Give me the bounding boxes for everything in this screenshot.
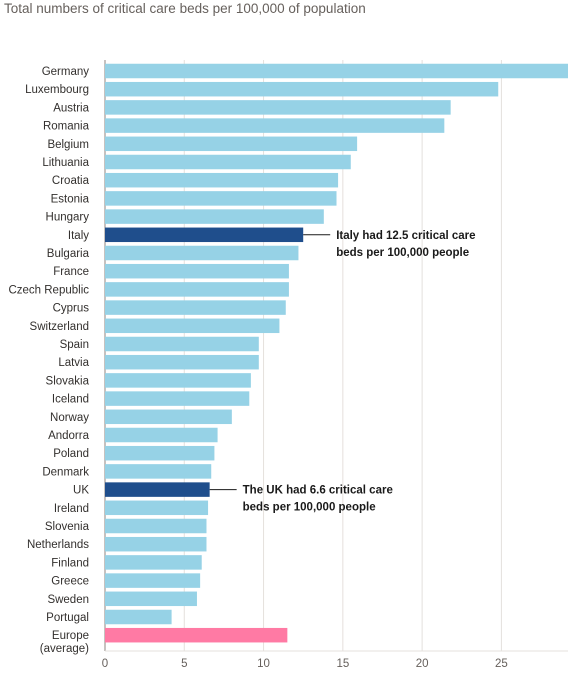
bar-portugal: [105, 609, 172, 625]
category-label-netherlands: Netherlands: [27, 539, 89, 551]
category-label-iceland: Iceland: [52, 394, 89, 406]
bar-netherlands: [105, 536, 207, 552]
category-label-finland: Finland: [51, 557, 89, 569]
x-tick-label-20: 20: [416, 658, 429, 670]
bar-luxembourg: [105, 81, 499, 97]
bar-france: [105, 263, 289, 279]
bar-spain: [105, 336, 259, 352]
bar-uk: [105, 482, 210, 497]
bar-denmark: [105, 464, 212, 479]
chart-title: Total numbers of critical care beds per …: [4, 1, 366, 16]
bar-romania: [105, 118, 445, 133]
category-label-uk: UK: [73, 485, 89, 497]
bar-norway: [105, 409, 232, 425]
category-label-ireland: Ireland: [54, 503, 89, 515]
category-label-germany: Germany: [42, 66, 90, 78]
category-label-slovakia: Slovakia: [46, 375, 90, 387]
bar-ireland: [105, 500, 209, 516]
category-label-europe-average: Europe (average): [40, 630, 89, 655]
category-label-slovenia: Slovenia: [45, 521, 90, 533]
bar-finland: [105, 555, 202, 570]
bar-iceland: [105, 391, 250, 406]
category-label-norway: Norway: [50, 412, 89, 424]
category-label-greece: Greece: [51, 576, 89, 588]
category-label-sweden: Sweden: [47, 594, 89, 606]
category-label-denmark: Denmark: [42, 466, 89, 478]
bar-cyprus: [105, 300, 286, 315]
bar-austria: [105, 100, 451, 115]
bar-lithuania: [105, 154, 351, 170]
category-label-romania: Romania: [43, 121, 90, 133]
category-label-switzerland: Switzerland: [30, 321, 89, 333]
category-label-austria: Austria: [53, 102, 89, 114]
bar-germany: [105, 63, 568, 79]
bar-estonia: [105, 191, 337, 206]
x-tick-label-25: 25: [495, 658, 508, 670]
bar-slovenia: [105, 518, 207, 534]
category-label-hungary: Hungary: [46, 212, 90, 224]
bar-poland: [105, 445, 215, 461]
bar-hungary: [105, 209, 324, 224]
bar-slovakia: [105, 373, 251, 388]
category-label-bulgaria: Bulgaria: [47, 248, 90, 260]
bar-czech-republic: [105, 282, 289, 297]
bar-italy: [105, 227, 304, 243]
bar-europe-average: [105, 627, 288, 643]
x-tick-label-10: 10: [257, 658, 270, 670]
category-label-italy: Italy: [68, 230, 89, 242]
category-label-latvia: Latvia: [58, 357, 89, 369]
category-label-france: France: [53, 266, 89, 278]
bar-greece: [105, 573, 201, 588]
category-label-andorra: Andorra: [48, 430, 90, 442]
x-tick-label-15: 15: [336, 658, 349, 670]
category-label-estonia: Estonia: [51, 193, 90, 205]
category-label-luxembourg: Luxembourg: [25, 84, 89, 96]
category-label-poland: Poland: [53, 448, 89, 460]
category-label-lithuania: Lithuania: [42, 157, 89, 169]
bar-andorra: [105, 427, 218, 443]
category-label-portugal: Portugal: [46, 612, 89, 624]
annotation-italy: Italy had 12.5 critical care beds per 100…: [336, 230, 475, 259]
annotation-uk: The UK had 6.6 critical care beds per 100…: [243, 485, 393, 514]
category-label-czech-republic: Czech Republic: [8, 284, 89, 296]
x-tick-label-0: 0: [102, 658, 108, 670]
bar-sweden: [105, 591, 197, 607]
bar-switzerland: [105, 318, 280, 334]
bar-bulgaria: [105, 245, 299, 261]
bar-latvia: [105, 354, 259, 370]
category-label-croatia: Croatia: [52, 175, 90, 187]
category-label-belgium: Belgium: [47, 139, 89, 151]
bar-belgium: [105, 136, 358, 152]
x-tick-label-5: 5: [181, 658, 187, 670]
category-label-spain: Spain: [60, 339, 89, 351]
bar-croatia: [105, 172, 339, 188]
category-label-cyprus: Cyprus: [53, 303, 90, 315]
